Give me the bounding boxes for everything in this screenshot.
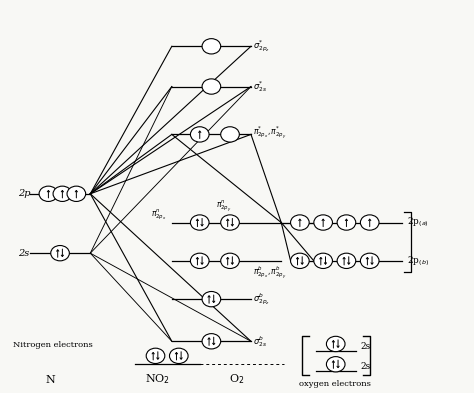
Text: oxygen electrons: oxygen electrons (299, 380, 371, 388)
Text: 2s: 2s (360, 342, 371, 351)
Text: $\pi_{2p_y}^{n}$: $\pi_{2p_y}^{n}$ (216, 198, 232, 214)
Circle shape (221, 253, 239, 268)
Text: $\sigma_{2s}^{*}$: $\sigma_{2s}^{*}$ (253, 79, 267, 94)
Circle shape (221, 127, 239, 142)
Circle shape (360, 253, 379, 268)
Circle shape (291, 215, 309, 230)
Circle shape (314, 253, 332, 268)
Text: O$_2$: O$_2$ (229, 373, 245, 386)
Circle shape (39, 186, 58, 202)
Circle shape (337, 215, 356, 230)
Text: NO$_2$: NO$_2$ (146, 373, 170, 386)
Circle shape (202, 292, 221, 307)
Text: 2p$_{(b)}$: 2p$_{(b)}$ (407, 254, 429, 268)
Text: Nitrogen electrons: Nitrogen electrons (13, 341, 93, 349)
Circle shape (51, 246, 69, 261)
Text: $\pi_{2p_x}^{n}$: $\pi_{2p_x}^{n}$ (151, 208, 166, 222)
Circle shape (337, 253, 356, 268)
Text: 2p: 2p (18, 189, 31, 198)
Text: $\sigma_{2p_z}^{b}$: $\sigma_{2p_z}^{b}$ (253, 291, 270, 307)
Circle shape (221, 215, 239, 230)
Circle shape (202, 334, 221, 349)
Circle shape (191, 253, 209, 268)
Circle shape (191, 215, 209, 230)
Circle shape (327, 356, 345, 372)
Text: $\pi_{2p_x}^{b}, \pi_{2p_y}^{b}$: $\pi_{2p_x}^{b}, \pi_{2p_y}^{b}$ (253, 264, 287, 281)
Circle shape (191, 127, 209, 142)
Circle shape (170, 348, 188, 364)
Circle shape (202, 79, 221, 94)
Circle shape (314, 215, 332, 230)
Text: 2s: 2s (18, 249, 29, 258)
Circle shape (327, 336, 345, 352)
Text: $\pi_{2p_x}^{*}, \pi_{2p_y}^{*}$: $\pi_{2p_x}^{*}, \pi_{2p_y}^{*}$ (253, 124, 287, 141)
Text: 2p$_{(a)}$: 2p$_{(a)}$ (407, 216, 429, 230)
Circle shape (67, 186, 86, 202)
Circle shape (53, 186, 72, 202)
Circle shape (202, 39, 221, 54)
Circle shape (360, 215, 379, 230)
Circle shape (146, 348, 165, 364)
Circle shape (291, 253, 309, 268)
Text: $\sigma_{2p_z}^{*}$: $\sigma_{2p_z}^{*}$ (253, 39, 270, 54)
Text: 2s: 2s (360, 362, 371, 371)
Text: $\sigma_{2s}^{b}$: $\sigma_{2s}^{b}$ (253, 334, 267, 349)
Text: N: N (46, 375, 55, 385)
